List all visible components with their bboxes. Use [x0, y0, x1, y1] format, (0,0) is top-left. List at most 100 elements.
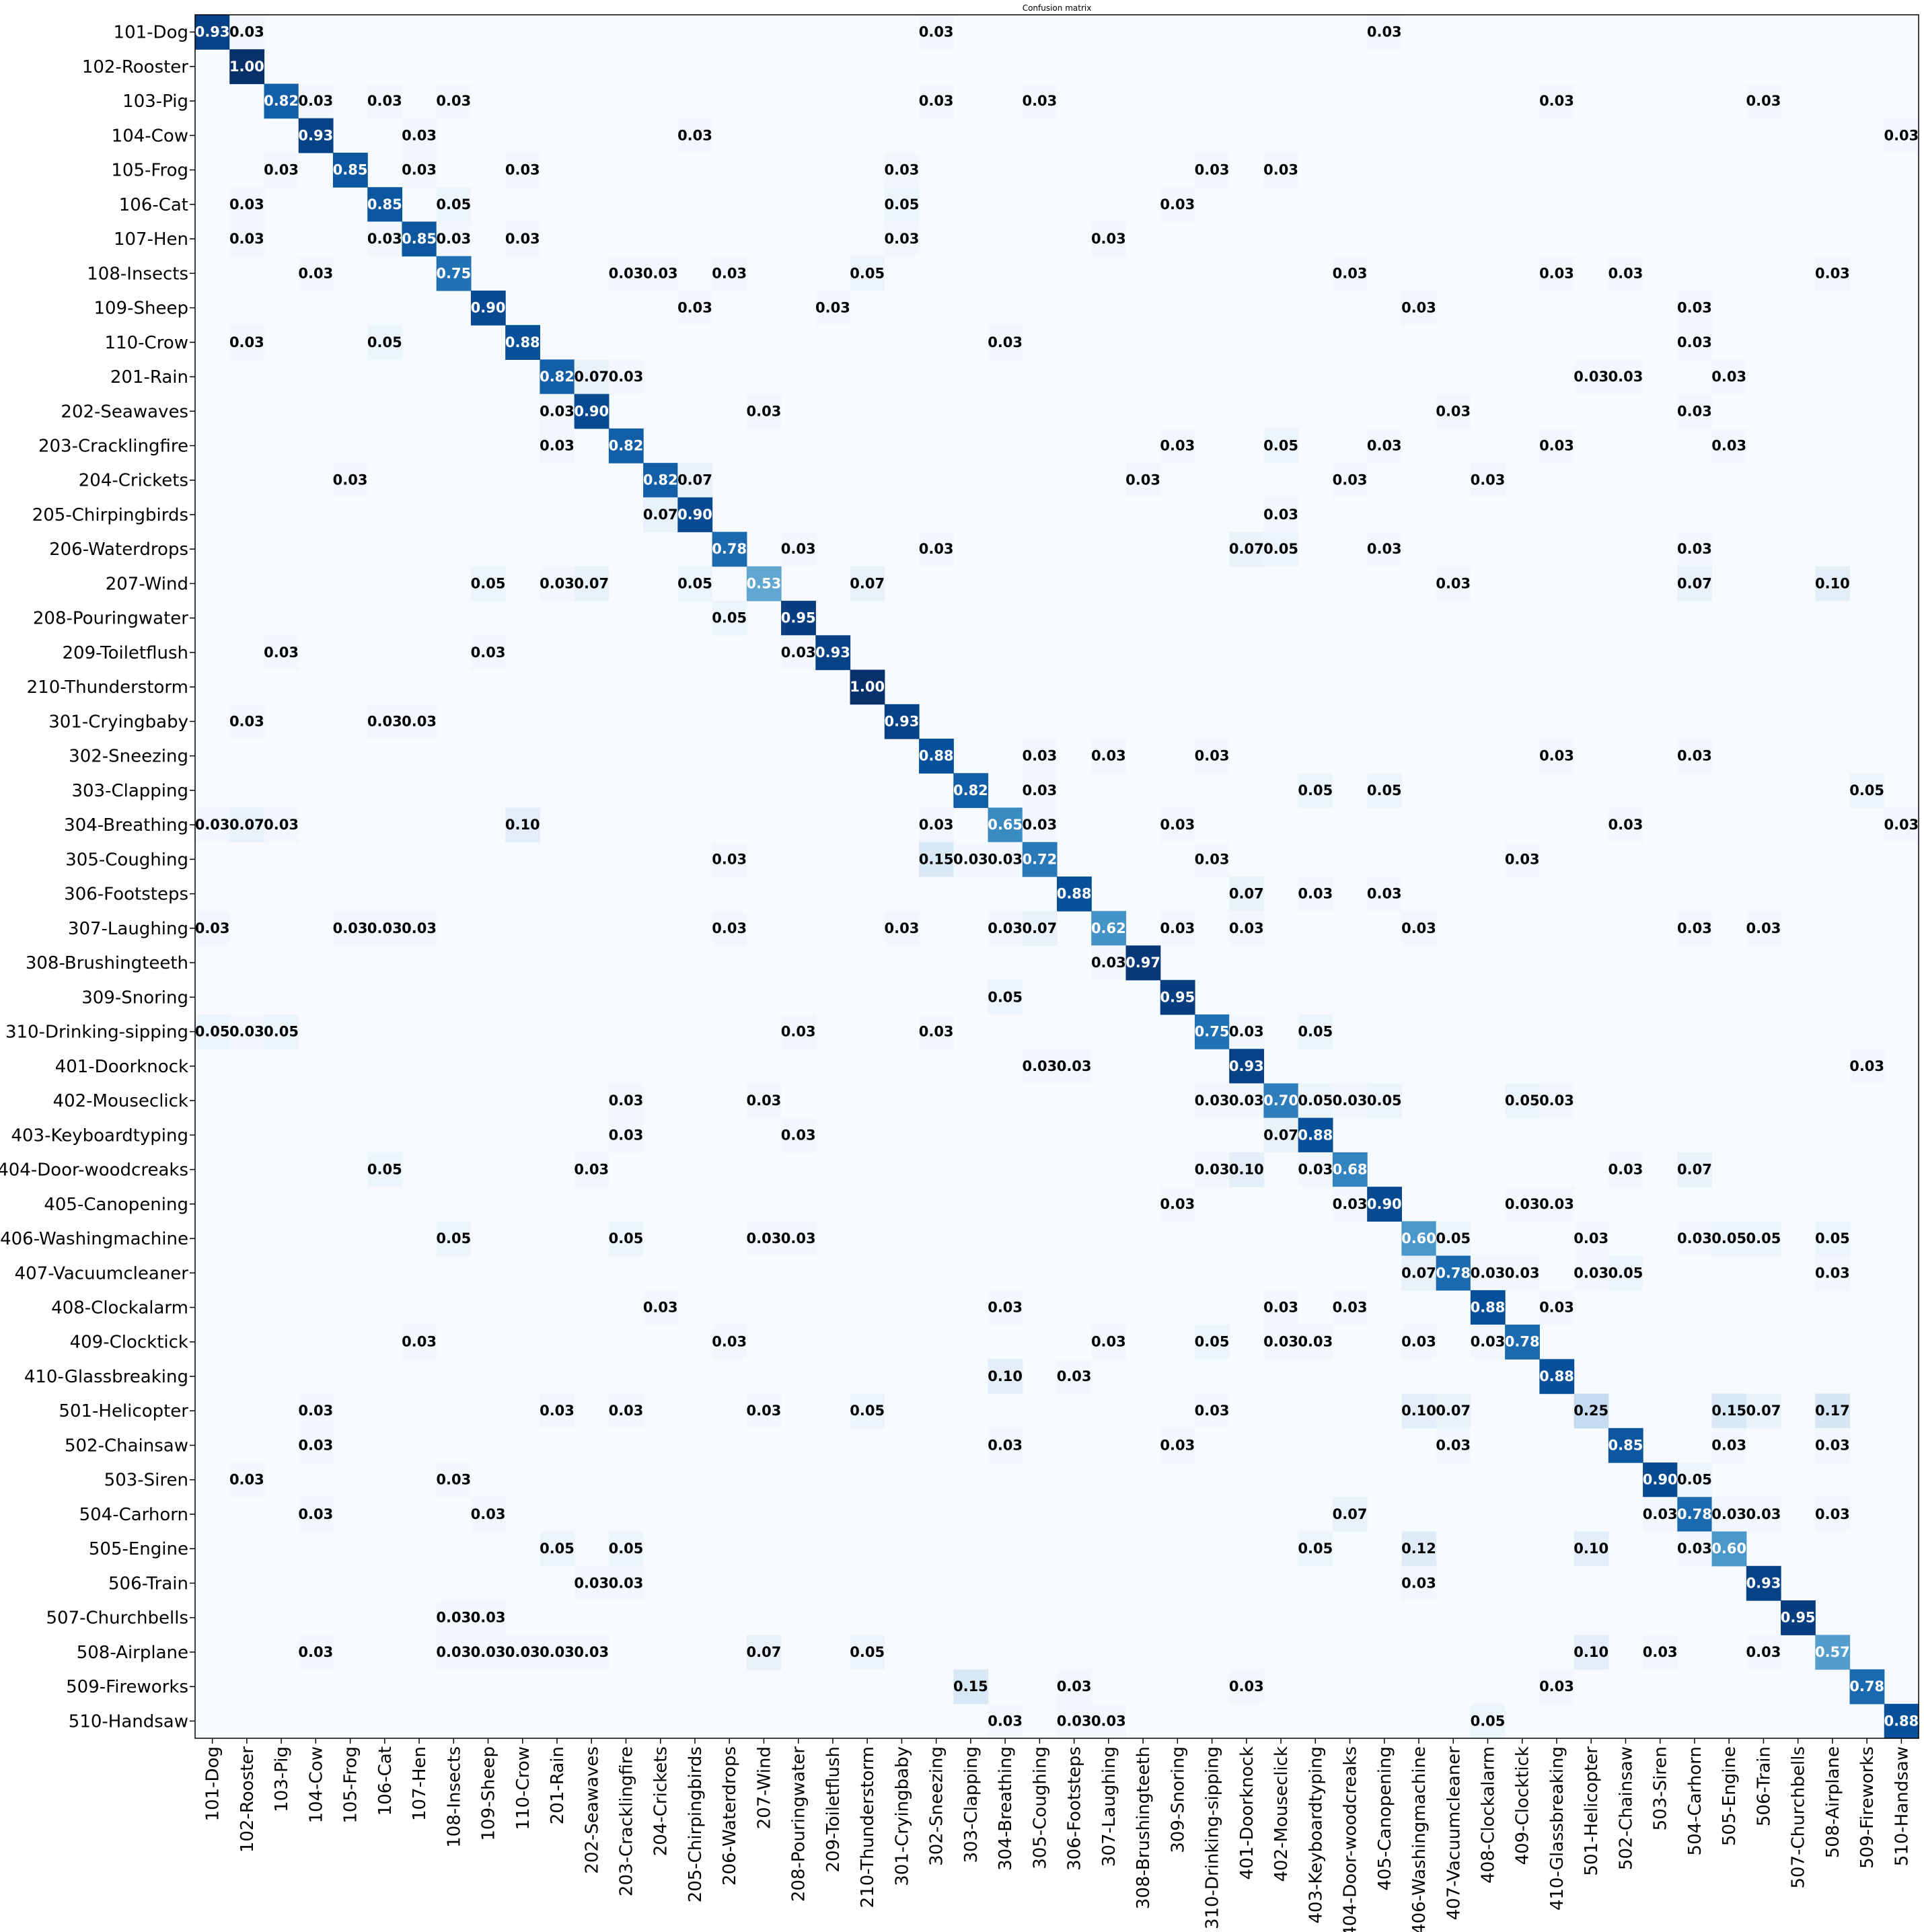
- matrix-cell: [1229, 1152, 1265, 1187]
- matrix-cell: [264, 807, 299, 843]
- matrix-cell: [1263, 1117, 1299, 1153]
- matrix-cell: [229, 49, 265, 85]
- cell-value-label: 0.07: [574, 575, 609, 591]
- matrix-cell: [470, 1600, 506, 1635]
- cell-value-label: 0.82: [264, 93, 299, 109]
- matrix-cell: [402, 152, 437, 188]
- x-tick-label: 103-Pig: [272, 1746, 292, 1812]
- cell-value-label: 0.03: [1367, 438, 1402, 454]
- cell-value-label: 0.05: [436, 196, 471, 213]
- matrix-cell: [608, 1083, 644, 1119]
- matrix-cell: [332, 152, 368, 188]
- matrix-cell: [815, 290, 851, 326]
- matrix-cell: [402, 118, 437, 153]
- matrix-cell: [229, 325, 265, 360]
- matrix-cell: [1194, 739, 1230, 774]
- cell-value-label: 0.03: [436, 1472, 471, 1488]
- cell-value-label: 0.03: [1160, 438, 1195, 454]
- cell-value-label: 0.03: [367, 93, 402, 109]
- matrix-cell: [884, 187, 920, 223]
- cell-value-label: 0.03: [1057, 1713, 1092, 1729]
- matrix-cell: [1298, 1152, 1333, 1187]
- cell-value-label: 0.03: [1608, 1162, 1643, 1178]
- cell-value-label: 0.78: [712, 541, 747, 557]
- matrix-cell: [1677, 566, 1713, 601]
- cell-value-label: 0.03: [436, 231, 471, 247]
- cell-value-label: 0.10: [1401, 1403, 1436, 1419]
- matrix-cell: [1022, 1049, 1058, 1084]
- matrix-cell: [1677, 1152, 1713, 1187]
- matrix-cell: [988, 842, 1023, 877]
- matrix-cell: [1608, 359, 1643, 395]
- cell-value-label: 0.03: [712, 920, 747, 936]
- matrix-cell: [1815, 1221, 1851, 1257]
- cell-value-label: 0.78: [1677, 1506, 1712, 1522]
- matrix-cell: [1470, 1290, 1506, 1325]
- matrix-cell: [608, 1221, 644, 1257]
- matrix-cell: [1229, 1049, 1265, 1084]
- matrix-cell: [850, 256, 885, 291]
- y-tick-label: 208-Pouringwater: [33, 609, 188, 629]
- cell-value-label: 0.03: [1333, 265, 1368, 281]
- cell-value-label: 0.03: [1677, 1230, 1712, 1247]
- matrix-cell: [1367, 15, 1402, 50]
- cell-value-label: 0.05: [677, 575, 712, 591]
- cell-value-label: 0.03: [747, 1092, 782, 1109]
- matrix-cell: [953, 842, 989, 877]
- cell-value-label: 0.03: [1815, 1506, 1850, 1522]
- cell-value-label: 0.03: [1160, 920, 1195, 936]
- cell-value-label: 0.85: [1608, 1437, 1643, 1453]
- matrix-cell: [1574, 1531, 1609, 1567]
- matrix-cell: [1884, 807, 1919, 843]
- y-tick-label: 407-Vacuumcleaner: [15, 1263, 189, 1284]
- matrix-cell: [1160, 428, 1195, 463]
- x-tick-label: 504-Carhorn: [1685, 1746, 1705, 1855]
- x-tick-label: 207-Wind: [754, 1746, 774, 1829]
- cell-value-label: 0.03: [1574, 369, 1608, 385]
- matrix-cell: [229, 15, 265, 50]
- matrix-cell: [470, 1497, 506, 1532]
- matrix-cell: [815, 635, 851, 671]
- matrix-cell: [1263, 1083, 1299, 1119]
- matrix-cell: [298, 118, 334, 153]
- matrix-cell: [574, 359, 609, 395]
- cell-value-label: 0.57: [1815, 1644, 1850, 1660]
- cell-value-label: 0.03: [885, 920, 920, 936]
- matrix-cell: [1160, 911, 1195, 946]
- matrix-cell: [746, 566, 782, 601]
- matrix-cell: [1160, 1427, 1195, 1463]
- matrix-cell: [1057, 1049, 1092, 1084]
- matrix-cell: [1229, 911, 1265, 946]
- cell-value-label: 0.03: [1195, 1162, 1230, 1178]
- cell-value-label: 0.03: [1367, 886, 1402, 902]
- cell-value-label: 0.68: [1333, 1162, 1368, 1178]
- matrix-cell: [436, 1462, 472, 1497]
- matrix-cell: [540, 1635, 575, 1670]
- cell-value-label: 0.03: [919, 1024, 954, 1040]
- cell-value-label: 0.53: [747, 575, 782, 591]
- cell-value-label: 0.88: [1539, 1368, 1574, 1384]
- cell-value-label: 0.03: [1333, 1300, 1368, 1316]
- matrix-cell: [1849, 1049, 1885, 1084]
- matrix-cell: [1194, 1152, 1230, 1187]
- cell-value-label: 0.03: [229, 1472, 264, 1488]
- matrix-cell: [470, 290, 506, 326]
- cell-value-label: 0.03: [885, 231, 920, 247]
- matrix-cell: [781, 1014, 816, 1049]
- cell-value-label: 0.03: [1057, 1678, 1092, 1695]
- cell-value-label: 0.05: [609, 1230, 644, 1247]
- cell-value-label: 0.93: [298, 127, 333, 143]
- matrix-cell: [470, 566, 506, 601]
- y-tick-label: 306-Footsteps: [64, 885, 188, 905]
- y-tick-label: 301-Cryingbaby: [48, 712, 188, 732]
- matrix-cell: [677, 463, 713, 498]
- cell-value-label: 0.03: [677, 127, 712, 143]
- matrix-cell: [1436, 1393, 1471, 1429]
- matrix-cell: [781, 531, 816, 567]
- matrix-cell: [1263, 428, 1299, 463]
- cell-value-label: 0.03: [229, 713, 264, 729]
- x-tick-label: 406-Washingmachine: [1409, 1746, 1430, 1932]
- matrix-cell: [367, 704, 403, 739]
- cell-value-label: 0.03: [988, 1713, 1023, 1729]
- x-tick-label: 505-Engine: [1719, 1746, 1740, 1846]
